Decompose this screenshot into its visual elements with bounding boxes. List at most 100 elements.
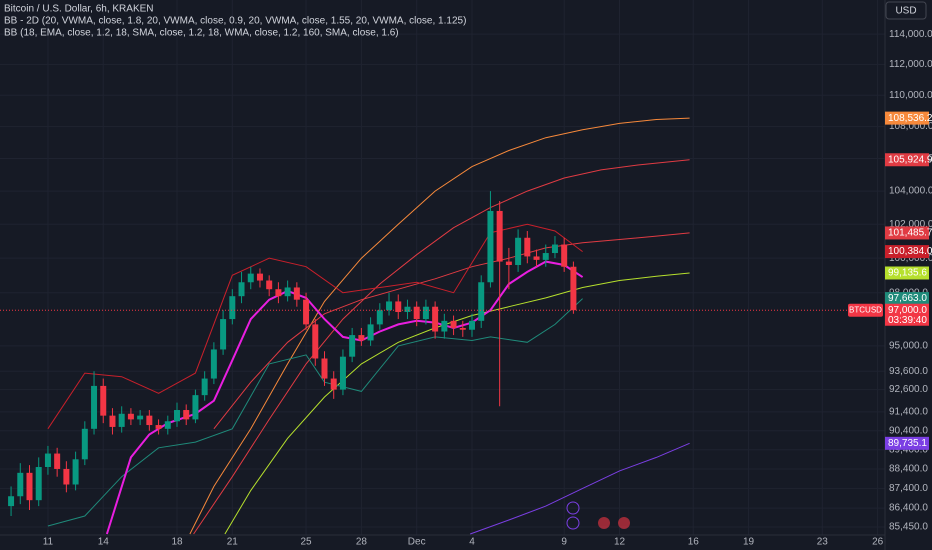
candle-body (561, 244, 568, 267)
candle-body (330, 378, 337, 390)
candle-body (238, 282, 245, 297)
x-tick-label: 25 (301, 537, 313, 548)
x-tick-label: 19 (743, 537, 755, 548)
candle-body (256, 273, 263, 281)
event-icon[interactable] (566, 516, 580, 530)
indicator-line (213, 232, 690, 430)
y-tick-label: 86,400.0 (889, 503, 928, 514)
x-tick-label: 21 (227, 537, 239, 548)
candle-body (220, 319, 227, 350)
candle-body (404, 306, 411, 312)
currency-button[interactable] (885, 1, 927, 20)
indicator-line (470, 442, 690, 535)
candle-body (44, 453, 51, 468)
y-tick-label: 85,450.0 (889, 522, 928, 533)
candle-body (367, 324, 374, 341)
y-tick-label: 104,000.0 (889, 186, 932, 197)
x-tick-label: 14 (98, 537, 110, 548)
candle-body (312, 324, 319, 359)
candle-body (303, 299, 310, 325)
candle-body (17, 472, 24, 497)
chart-title: Bitcoin / U.S. Dollar, 6h, KRAKEN (4, 4, 154, 15)
event-icon[interactable] (618, 517, 630, 529)
last-price-box (885, 303, 929, 326)
y-tick-label: 112,000.0 (889, 59, 932, 70)
currency-label[interactable]: USD (895, 6, 916, 17)
event-icon[interactable] (598, 517, 610, 529)
symbol-box (848, 303, 883, 317)
price-label-box (885, 111, 929, 125)
candle-body (155, 425, 162, 429)
candle-body (524, 237, 531, 257)
candle-body (570, 266, 577, 311)
candle-body (8, 496, 15, 507)
price-label-box (885, 226, 929, 240)
candle-body (192, 395, 199, 420)
price-label-box (885, 436, 929, 450)
candle-body (201, 378, 208, 396)
candle-body (183, 410, 190, 420)
candle-body (478, 282, 485, 321)
candle-body (413, 306, 420, 320)
price-label: 108,536.2 (888, 113, 932, 124)
candle-body (247, 273, 254, 283)
y-tick-label: 91,400.0 (889, 407, 928, 418)
price-label: 89,735.1 (888, 438, 927, 449)
candle-body (450, 320, 457, 328)
x-tick-label: 18 (171, 537, 183, 548)
candle-body (349, 335, 356, 357)
y-tick-label: 100,000.0 (889, 253, 932, 264)
x-tick-label: 4 (469, 537, 475, 548)
y-tick-label: 102,000.0 (889, 219, 932, 230)
candle-body (386, 301, 393, 311)
x-tick-label: 12 (614, 537, 626, 548)
candle-body (164, 421, 171, 429)
candle-body (505, 261, 512, 266)
price-label-box (885, 245, 929, 259)
indicator-line (189, 117, 690, 535)
plot-area (0, 117, 885, 535)
candle-body (533, 256, 540, 260)
price-label: 97,663.0 (888, 293, 927, 304)
last-price-label: 97,000.0 (888, 305, 927, 316)
grid (0, 0, 885, 535)
candle-body (146, 415, 153, 426)
x-tick-label: 23 (817, 537, 829, 548)
y-tick-label: 108,000.0 (889, 121, 932, 132)
candle-body (469, 320, 475, 330)
x-tick-label: 28 (356, 537, 368, 548)
x-tick-label: Dec (408, 537, 426, 548)
x-tick-label: 26 (872, 537, 884, 548)
candle-body (26, 472, 33, 501)
y-tick-label: 95,000.0 (889, 340, 928, 351)
event-icon[interactable] (566, 501, 580, 515)
y-tick-label: 89,400.0 (889, 444, 928, 455)
y-tick-label: 90,400.0 (889, 425, 928, 436)
price-axis: 114,000.0112,000.0110,000.0108,000.0106,… (43, 29, 932, 548)
indicator-legend: BB - 2D (20, VWMA, close, 1.8, 20, VWMA,… (4, 16, 466, 27)
x-tick-label: 16 (688, 537, 700, 548)
countdown: 03:39:40 (888, 315, 927, 326)
candle-body (515, 237, 522, 266)
candle-body (229, 296, 236, 320)
candle-body (551, 244, 558, 254)
y-tick-label: 88,400.0 (889, 464, 928, 475)
price-label: 99,135.6 (888, 268, 927, 279)
y-tick-label: 93,600.0 (889, 366, 928, 377)
candle-body (284, 287, 291, 297)
candle-body (358, 335, 365, 341)
candle-body (174, 410, 180, 422)
candle-body (210, 349, 217, 379)
candle-body (275, 289, 282, 297)
candle-body (321, 358, 328, 379)
candle-body (100, 385, 107, 416)
candle-body (91, 385, 98, 429)
candle-body (432, 306, 439, 332)
candle-body (137, 415, 144, 420)
y-tick-label: 114,000.0 (889, 29, 932, 40)
candle-body (376, 310, 383, 325)
price-label: 101,485.7 (888, 228, 932, 239)
candle-body (72, 459, 79, 485)
